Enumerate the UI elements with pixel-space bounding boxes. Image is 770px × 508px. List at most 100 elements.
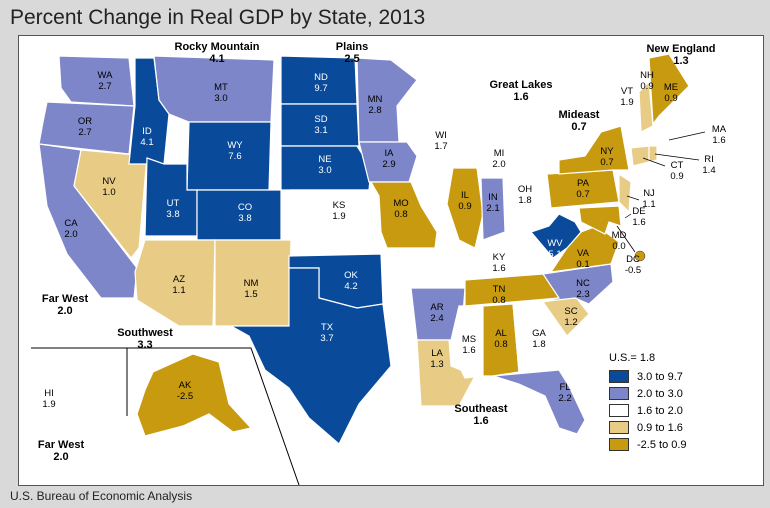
label-mi: MI 2.0	[492, 148, 505, 170]
label-mo: MO 0.8	[393, 198, 408, 220]
label-de: DE 1.6	[632, 206, 645, 228]
label-al: AL 0.8	[494, 328, 507, 350]
legend-swatch	[609, 404, 629, 417]
state-tx	[228, 267, 392, 445]
legend-item: 1.6 to 2.0	[609, 402, 759, 419]
legend: U.S.= 1.8 3.0 to 9.7 2.0 to 3.0 1.6 to 2…	[609, 352, 759, 453]
label-il: IL 0.9	[458, 190, 471, 212]
region-new-england: New England 1.3	[646, 43, 715, 67]
state-mo	[369, 181, 438, 249]
state-labels: WA 2.7 OR 2.7 CA 2.0 NV 1.0 ID 4.1 MT 3.0 WY 7.…	[42, 70, 726, 410]
label-wv: WV 5.1	[547, 238, 563, 260]
label-nh: NH 0.9	[640, 70, 654, 92]
legend-range: 3.0 to 9.7	[637, 370, 683, 383]
legend-rows: 3.0 to 9.7 2.0 to 3.0 1.6 to 2.0 0.9 to …	[609, 368, 759, 453]
state-wv	[529, 213, 582, 259]
source-note: U.S. Bureau of Economic Analysis	[10, 489, 193, 503]
label-mt: MT 3.0	[214, 82, 228, 104]
label-dc: DC -0.5	[625, 254, 641, 276]
label-va: VA 0.1	[576, 248, 589, 270]
label-ga: GA 1.8	[532, 328, 546, 350]
label-me: ME 0.9	[664, 82, 678, 104]
map-title: Percent Change in Real GDP by State, 201…	[10, 6, 426, 29]
label-pa: PA 0.7	[576, 178, 589, 200]
label-wy: WY 7.6	[227, 140, 243, 162]
state-nh	[638, 80, 654, 133]
label-ct: CT 0.9	[670, 160, 683, 182]
state-il	[446, 167, 484, 249]
state-ri	[648, 145, 658, 163]
label-tx: TX 3.7	[320, 322, 333, 344]
legend-range: 0.9 to 1.6	[637, 421, 683, 434]
legend-range: 1.6 to 2.0	[637, 404, 683, 417]
label-ak: AK -2.5	[177, 380, 193, 402]
label-ms: MS 1.6	[462, 334, 476, 356]
state-ct	[630, 145, 650, 167]
state-ak	[136, 353, 253, 437]
label-oh: OH 1.8	[518, 184, 532, 206]
state-ks	[290, 189, 380, 233]
label-ut: UT 3.8	[166, 198, 179, 220]
region-southwest: Southwest 3.3	[117, 327, 173, 351]
state-ia	[358, 141, 418, 183]
label-ri: RI 1.4	[702, 154, 715, 176]
state-mi	[480, 113, 520, 177]
us-map: WA 2.7 OR 2.7 CA 2.0 NV 1.0 ID 4.1 MT 3.0 WY 7.…	[31, 41, 727, 485]
label-wa: WA 2.7	[98, 70, 114, 92]
state-al	[482, 303, 520, 377]
label-ne: NE 3.0	[318, 154, 331, 176]
state-wi	[414, 93, 468, 161]
region-far-west-inset: Far West 2.0	[38, 439, 85, 463]
label-mn: MN 2.8	[368, 94, 383, 116]
legend-item: 3.0 to 9.7	[609, 368, 759, 385]
label-la: LA 1.3	[430, 348, 443, 370]
state-oh	[504, 163, 548, 227]
legend-item: 2.0 to 3.0	[609, 385, 759, 402]
region-far-west: Far West 2.0	[42, 293, 89, 317]
label-ma: MA 1.6	[712, 124, 727, 146]
label-wi: WI 1.7	[434, 130, 447, 152]
legend-swatch	[609, 421, 629, 434]
state-ga	[512, 301, 568, 373]
label-ny: NY 0.7	[600, 146, 614, 168]
label-ks: KS 1.9	[332, 200, 345, 222]
region-labels: Rocky Mountain 4.1 Plains 2.5 Great Lakes 1…	[38, 41, 716, 463]
label-nv: NV 1.0	[102, 176, 116, 198]
region-mideast: Mideast 0.7	[559, 109, 600, 133]
state-sd	[280, 103, 360, 147]
legend-item: -2.5 to 0.9	[609, 436, 759, 453]
legend-range: 2.0 to 3.0	[637, 387, 683, 400]
region-great-lakes: Great Lakes 1.6	[490, 79, 553, 103]
state-or	[38, 101, 135, 155]
state-mn	[356, 57, 418, 143]
label-ia: IA 2.9	[382, 148, 395, 170]
label-nc: NC 2.3	[576, 278, 590, 300]
legend-us-value: U.S.= 1.8	[609, 352, 656, 364]
label-co: CO 3.8	[238, 202, 252, 224]
label-md: MD 0.0	[612, 230, 627, 252]
state-me	[648, 53, 690, 126]
state-wa	[58, 55, 135, 107]
map-panel: WA 2.7 OR 2.7 CA 2.0 NV 1.0 ID 4.1 MT 3.0 WY 7.…	[18, 35, 764, 486]
state-md	[578, 205, 622, 235]
legend-range: -2.5 to 0.9	[637, 438, 687, 451]
label-nj: NJ 1.1	[642, 188, 655, 210]
label-fl: FL 2.2	[558, 382, 571, 404]
inset-frame	[31, 347, 300, 485]
region-rocky-mountain: Rocky Mountain 4.1	[175, 41, 260, 65]
state-fl	[492, 369, 586, 435]
leader-lines	[624, 131, 706, 219]
label-or: OR 2.7	[78, 116, 92, 138]
label-ca: CA 2.0	[64, 218, 78, 240]
state-nj	[618, 172, 632, 214]
region-southeast: Southeast 1.6	[454, 403, 508, 427]
state-shapes	[38, 53, 690, 445]
dc-marker	[634, 250, 646, 262]
label-nd: ND 9.7	[314, 72, 328, 94]
label-hi: HI 1.9	[42, 388, 55, 410]
label-vt: VT 1.9	[620, 86, 633, 108]
label-id: ID 4.1	[140, 126, 153, 148]
state-ut	[144, 157, 198, 237]
legend-swatch	[609, 370, 629, 383]
state-ma	[630, 129, 673, 147]
